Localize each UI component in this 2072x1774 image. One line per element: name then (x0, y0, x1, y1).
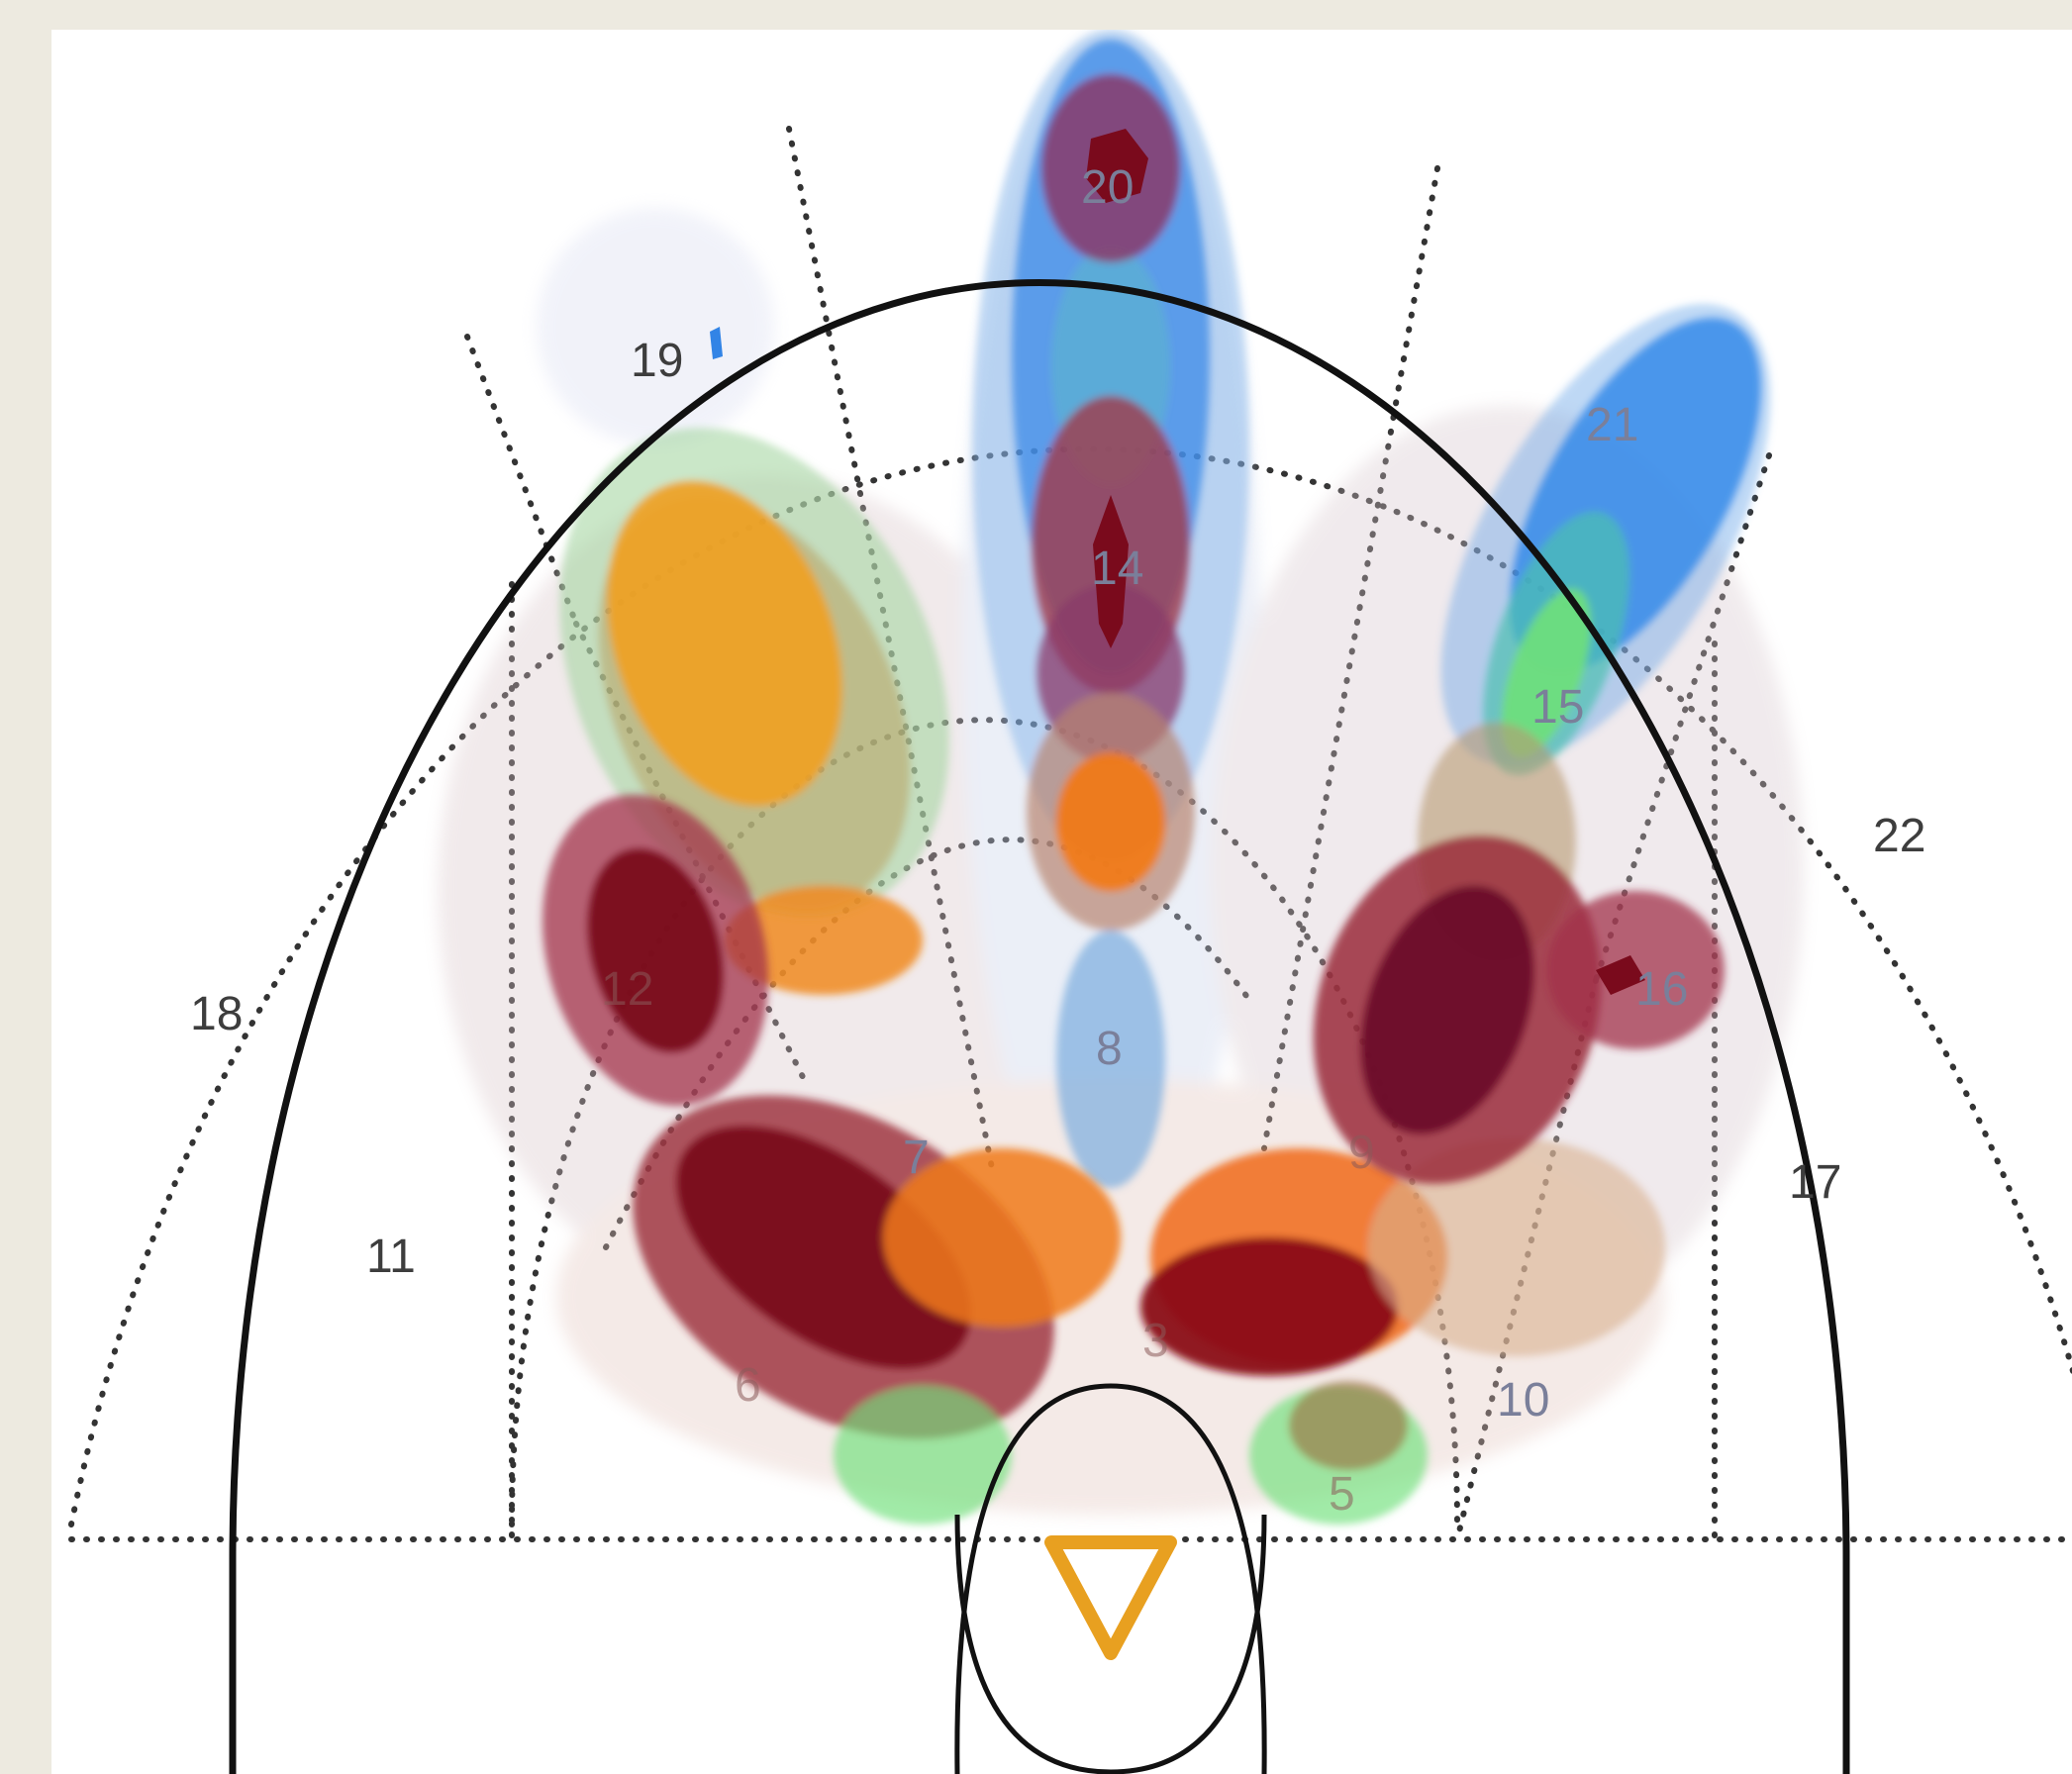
heat-12-core (587, 848, 724, 1052)
zone-label-16: 16 (1635, 963, 1688, 1016)
heat-8-blue-stem (1056, 931, 1165, 1188)
zone-label-12: 12 (601, 963, 653, 1016)
zone-label-15: 15 (1531, 681, 1584, 734)
zone-label-19: 19 (631, 335, 683, 387)
heat-6-core (676, 1126, 971, 1369)
court-lines (229, 278, 1850, 1774)
heat-6-orange (883, 1148, 1121, 1327)
zone-label-5: 5 (1329, 1468, 1355, 1521)
heat-20-core (1086, 129, 1148, 203)
heat-15-green (1501, 588, 1592, 758)
heat-5-right-brown (1289, 1381, 1408, 1470)
zone-label-18: 18 (190, 988, 243, 1040)
zone-label-7: 7 (903, 1132, 930, 1184)
heat-5-left-green (834, 1386, 1012, 1525)
heatmap (438, 30, 1804, 1525)
heat-upper-left-orange-tail (725, 886, 923, 995)
basket-circle-lower (954, 1514, 1267, 1774)
zone-label-22: 22 (1873, 810, 1925, 862)
zone-label-9: 9 (1348, 1127, 1375, 1179)
zone-label-3: 3 (1142, 1315, 1169, 1367)
heat-halo-19 (537, 208, 774, 445)
heat-16-core (1596, 955, 1645, 995)
heat-8-orange (1056, 752, 1165, 891)
heat-14-core (1093, 495, 1129, 648)
zone-label-20: 20 (1081, 161, 1134, 214)
zone-label-10: 10 (1497, 1374, 1549, 1427)
three-point-line (229, 278, 1850, 1774)
court-svg: 20 19 21 14 15 22 18 12 16 8 7 9 17 11 3… (68, 30, 2072, 1774)
inverted-triangle-icon (1044, 1535, 1177, 1660)
zone-label-21: 21 (1586, 399, 1638, 451)
zone-label-14: 14 (1091, 542, 1143, 595)
restricted-area-arc (954, 1383, 1267, 1774)
heat-9-core (1360, 885, 1534, 1134)
zone-labels: 20 19 21 14 15 22 18 12 16 8 7 9 17 11 3… (190, 161, 1925, 1521)
court-diagram: 20 19 21 14 15 22 18 12 16 8 7 9 17 11 3… (51, 30, 2072, 1774)
zone-label-8: 8 (1096, 1023, 1123, 1075)
zone-label-17: 17 (1789, 1156, 1841, 1209)
zone-label-6: 6 (735, 1359, 761, 1412)
heat-19-mark (710, 327, 723, 359)
radial-line-2 (786, 126, 995, 1171)
heat-10-tan (1368, 1138, 1665, 1356)
zone-label-11: 11 (366, 1231, 416, 1283)
heat-upper-left-amber (607, 480, 842, 807)
heat-3-core (1140, 1237, 1398, 1376)
